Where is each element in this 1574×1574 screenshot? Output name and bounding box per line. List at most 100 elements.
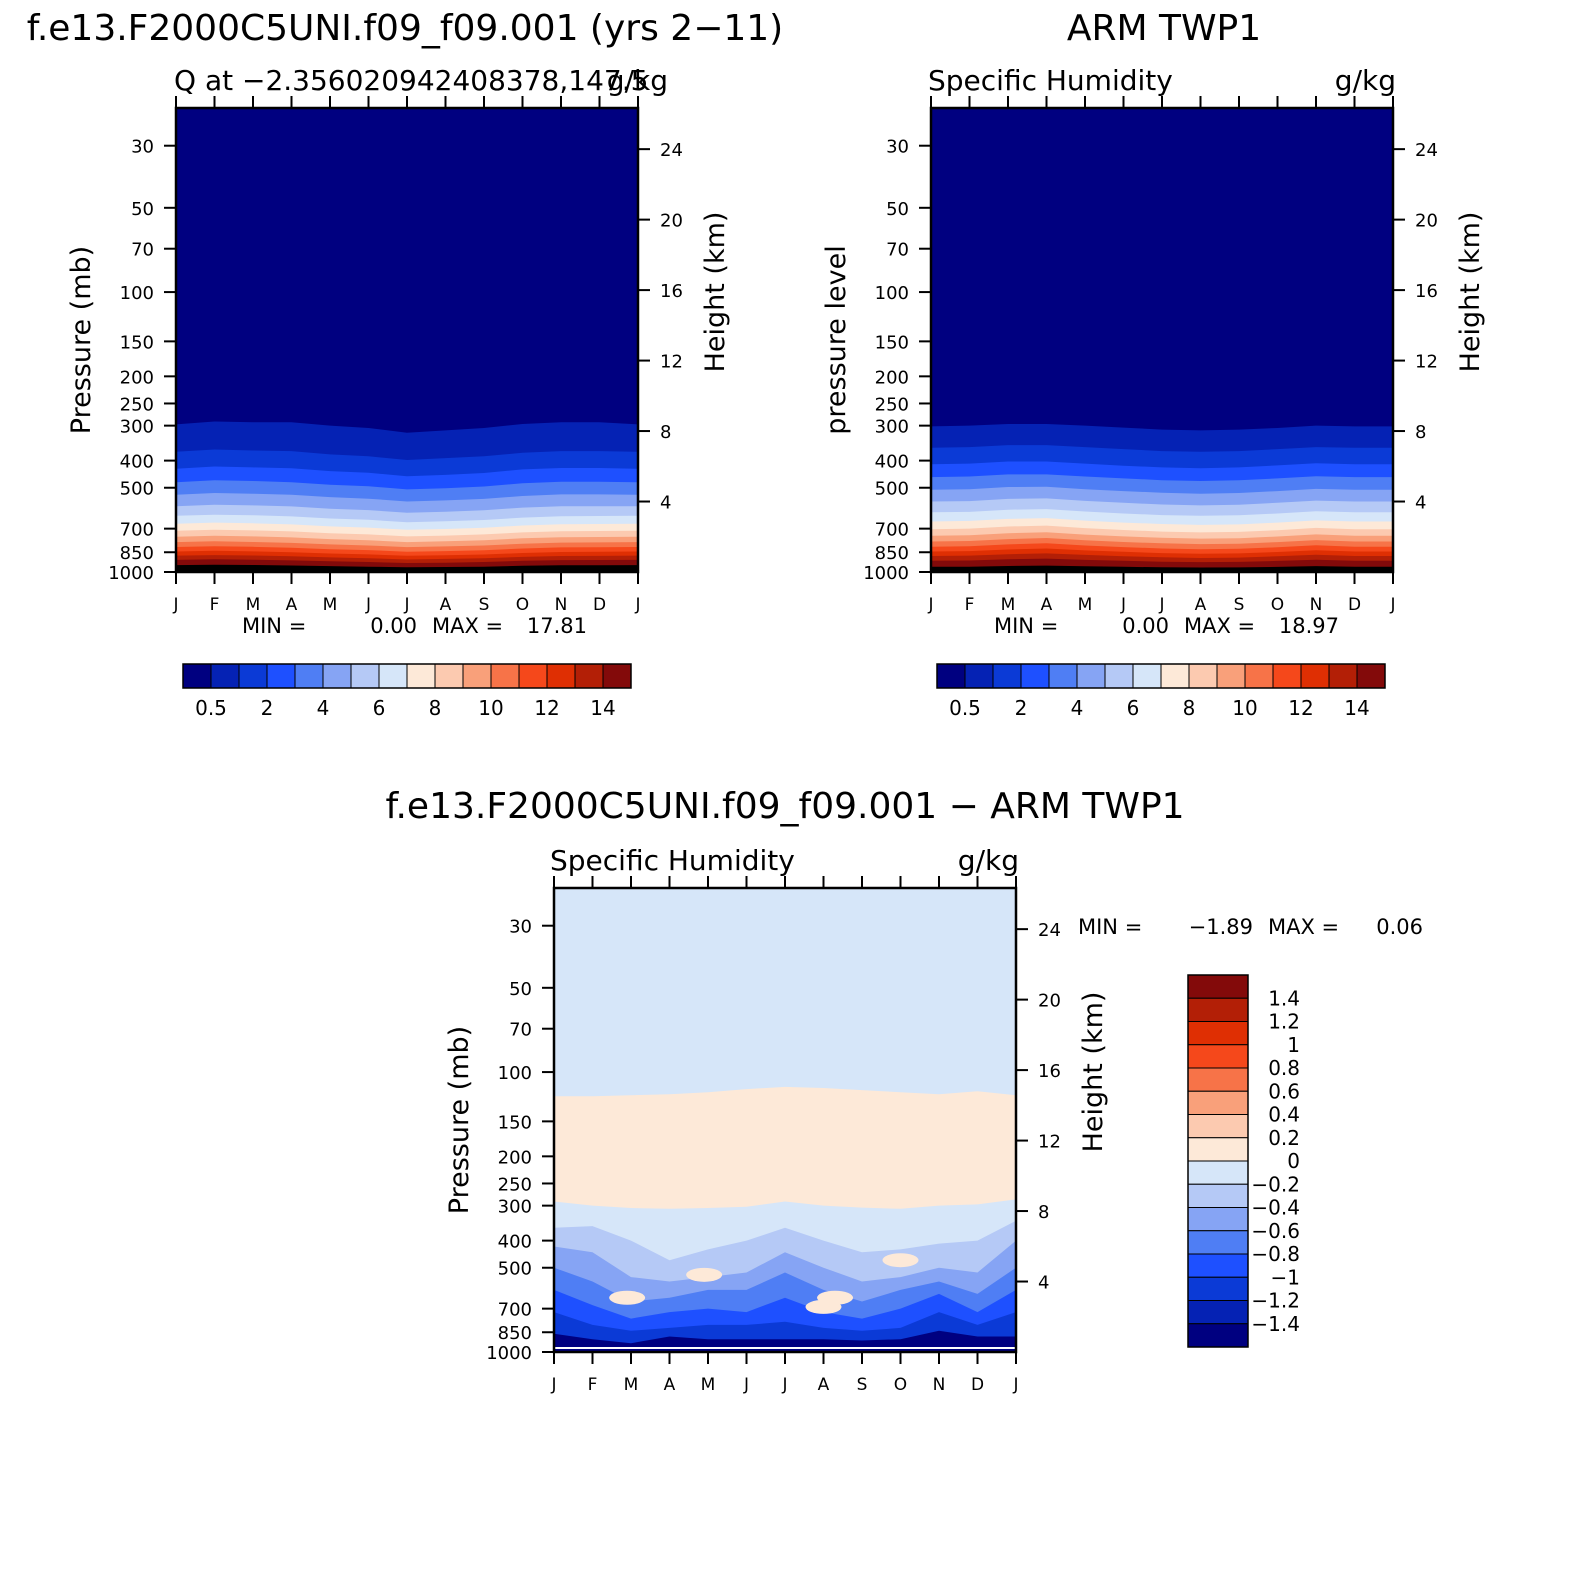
y-right-tick-label: 8 <box>1415 422 1426 443</box>
colorbar-box <box>936 663 966 689</box>
x-tick-label: N <box>933 1375 946 1395</box>
colorbar-label: 10 <box>478 696 503 720</box>
y-tick-label: 200 <box>120 367 154 388</box>
colorbar-box <box>1187 1253 1249 1278</box>
x-tick-label: D <box>1348 595 1361 615</box>
y-tick-label: 850 <box>120 543 154 564</box>
max-label: MAX = <box>1268 915 1339 939</box>
y-tick-label: 100 <box>120 283 154 304</box>
x-tick-label: M <box>701 1375 716 1395</box>
units-label: g/kg <box>1335 64 1396 97</box>
x-tick-label: M <box>624 1375 639 1395</box>
colorbar-box <box>1187 1090 1249 1115</box>
x-tick-label: A <box>818 1375 830 1395</box>
colorbar-label: 2 <box>1015 696 1028 720</box>
max-label: MAX = <box>1184 614 1255 638</box>
y-tick-label: 100 <box>498 1063 532 1084</box>
colorbar-label: 4 <box>317 696 330 720</box>
x-tick-label: J <box>172 595 178 615</box>
contour-patch <box>817 1290 854 1305</box>
y-tick-label: 100 <box>875 283 909 304</box>
colorbar-label: 12 <box>1288 696 1313 720</box>
contour-fill <box>176 108 638 572</box>
x-tick-label: A <box>1195 595 1207 615</box>
colorbar-label: 0.4 <box>1268 1103 1300 1127</box>
x-tick-label: N <box>1310 595 1323 615</box>
y-axis-label: Pressure (mb) <box>444 1026 475 1214</box>
colorbar-box <box>1187 1067 1249 1092</box>
colorbar-box <box>1328 663 1358 689</box>
y-tick-label: 70 <box>509 1020 532 1041</box>
y-tick-label: 500 <box>875 479 909 500</box>
y-tick-label: 400 <box>875 452 909 473</box>
colorbar-label: −0.2 <box>1251 1172 1300 1196</box>
colorbar-label: 0 <box>1287 1149 1300 1173</box>
subtitle: Specific Humidity <box>928 64 1173 97</box>
y-tick-label: 30 <box>886 137 909 158</box>
colorbar-box <box>518 663 548 689</box>
colorbar-label: −1 <box>1271 1265 1300 1289</box>
y-tick-label: 850 <box>498 1323 532 1344</box>
y-right-tick-label: 16 <box>660 281 683 302</box>
colorbar-label: 0.5 <box>949 696 981 720</box>
min-value: 0.00 <box>1122 614 1169 638</box>
y-right-axis-label: Height (km) <box>1455 212 1486 373</box>
y-right-tick-label: 4 <box>1038 1273 1049 1294</box>
x-tick-label: F <box>965 595 975 615</box>
y-tick-label: 50 <box>886 199 909 220</box>
x-tick-label: J <box>365 595 371 615</box>
y-tick-label: 1000 <box>108 563 154 584</box>
y-tick-label: 300 <box>120 417 154 438</box>
x-tick-label: J <box>550 1375 556 1395</box>
y-tick-label: 300 <box>875 417 909 438</box>
colorbar-box <box>294 663 324 689</box>
main-title: ARM TWP1 <box>1067 8 1261 49</box>
y-right-tick-label: 4 <box>1415 493 1426 514</box>
colorbar-box <box>1187 1323 1249 1348</box>
x-tick-label: J <box>1389 595 1395 615</box>
colorbar-label: −0.8 <box>1251 1242 1300 1266</box>
y-right-tick-label: 4 <box>660 493 671 514</box>
colorbar-box <box>1300 663 1330 689</box>
y-tick-label: 700 <box>120 520 154 541</box>
panel-difference: J F M A M J J A S O N D J305070100150200250300400500… <box>385 786 1423 1395</box>
colorbar-box <box>490 663 520 689</box>
y-right-axis-label: Height (km) <box>1078 992 1109 1153</box>
colorbar-box <box>1187 1276 1249 1301</box>
y-tick-label: 30 <box>131 137 154 158</box>
y-tick-label: 400 <box>120 452 154 473</box>
units-label: g/kg <box>607 64 668 97</box>
y-tick-label: 300 <box>498 1197 532 1218</box>
colorbar-label: 8 <box>429 696 442 720</box>
max-value: 17.81 <box>527 614 587 638</box>
x-tick-label: S <box>479 595 490 615</box>
colorbar-box <box>1187 1183 1249 1208</box>
colorbar-box <box>574 663 604 689</box>
colorbar-box <box>1187 1230 1249 1255</box>
colorbar-label: −0.4 <box>1251 1196 1300 1220</box>
x-tick-label: J <box>781 1375 787 1395</box>
colorbar-label: 12 <box>534 696 559 720</box>
colorbar-box <box>1104 663 1134 689</box>
contour-patch <box>609 1290 646 1305</box>
units-label: g/kg <box>958 844 1019 877</box>
colorbar-box <box>1020 663 1050 689</box>
y-axis-label: Pressure (mb) <box>66 246 97 434</box>
colorbar-label: −1.4 <box>1251 1312 1300 1336</box>
y-tick-label: 150 <box>498 1112 532 1133</box>
colorbar-box <box>1160 663 1190 689</box>
colorbar-label: 0.6 <box>1268 1079 1300 1103</box>
y-right-tick-label: 20 <box>1038 991 1061 1012</box>
y-right-tick-label: 8 <box>1038 1202 1049 1223</box>
colorbar-label: 14 <box>1344 696 1369 720</box>
min-label: MIN = <box>1078 915 1142 939</box>
y-right-tick-label: 8 <box>660 422 671 443</box>
colorbar-box <box>238 663 268 689</box>
colorbar-box <box>1272 663 1302 689</box>
y-tick-label: 50 <box>509 979 532 1000</box>
y-axis-label: pressure level <box>821 245 852 434</box>
colorbar-box <box>1187 1137 1249 1162</box>
colorbar-label: 6 <box>373 696 386 720</box>
colorbar-box <box>462 663 492 689</box>
